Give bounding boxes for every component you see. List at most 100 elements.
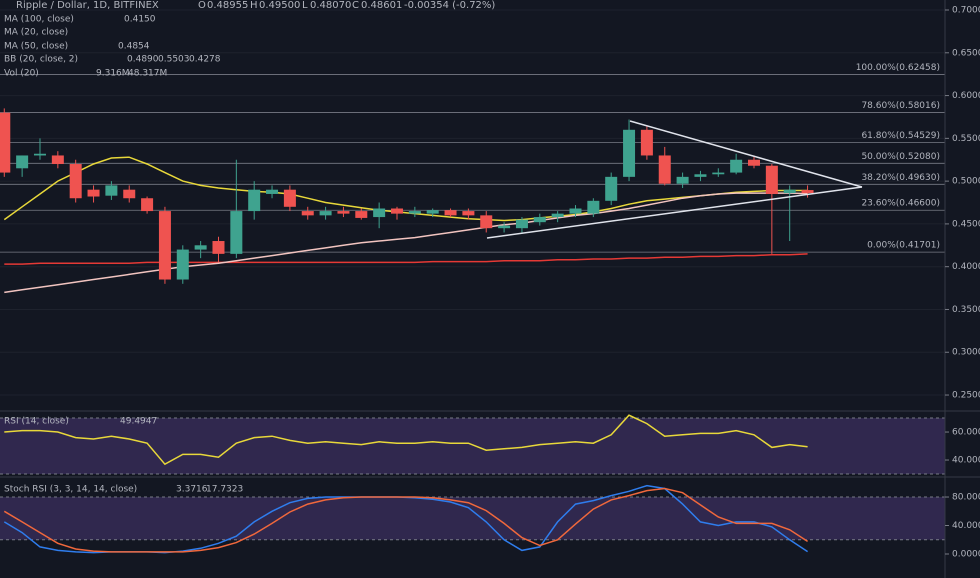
candle-body [480, 215, 493, 229]
candle-body [676, 176, 689, 184]
legend-value: 48.317M [128, 69, 167, 79]
marks [0, 108, 814, 554]
candle-body [712, 172, 725, 175]
y-tick-label: 40.0000 [952, 456, 980, 466]
labels: Ripple / Dollar, 1D, BITFINEX O 0.48955 … [4, 0, 980, 559]
y-tick-label: 0.55000 [952, 134, 980, 144]
y-tick-label: 60.0000 [952, 428, 980, 438]
fib-label: 38.20%(0.49630) [861, 173, 940, 183]
candle-body [498, 225, 511, 229]
fib-label: 23.60%(0.46600) [861, 199, 940, 209]
series-line [3, 156, 808, 222]
candle-body [658, 155, 671, 184]
legend-value: 0.4890 [127, 55, 159, 65]
candle-body [408, 211, 421, 214]
legend-name: MA (20, close) [4, 28, 68, 38]
y-tick-label: 0.50000 [952, 177, 980, 187]
y-tick-label: 0.65000 [952, 48, 980, 58]
candle-body [551, 213, 564, 218]
legend-value: 0.4150 [124, 15, 156, 25]
candle-body [355, 211, 368, 218]
candle-body [765, 165, 778, 194]
ohlc-key: L [302, 0, 308, 11]
candle-body [87, 189, 100, 197]
y-tick-label: 0.35000 [952, 305, 980, 315]
band [0, 418, 945, 475]
series-line [4, 414, 808, 466]
candle-body [373, 208, 386, 218]
candle-body [319, 211, 332, 216]
candle-body [51, 155, 64, 165]
candle-body [605, 176, 618, 201]
fib-label: 0.00%(0.41701) [867, 241, 940, 251]
fib-label: 61.80%(0.54529) [861, 131, 940, 141]
candle-body [69, 164, 82, 199]
band [0, 497, 945, 540]
candle-body [337, 211, 350, 214]
candle-body [283, 189, 296, 207]
candle-body [266, 189, 279, 194]
ohlc-value: 0.48601 [361, 0, 402, 11]
y-tick-label: 80.0000 [952, 493, 980, 503]
y-tick-label: 0.30000 [952, 348, 980, 358]
candle-body [426, 210, 439, 214]
y-tick-label: 0.45000 [952, 219, 980, 229]
candle-body [194, 245, 207, 250]
legend-value: 49.4947 [120, 417, 157, 427]
fib-label: 78.60%(0.58016) [861, 101, 940, 111]
candle-body [390, 208, 403, 214]
symbol: Ripple / Dollar, 1D, BITFINEX [16, 0, 159, 11]
legend-name: MA (100, close) [4, 15, 74, 25]
y-tick-label: 0.0000 [952, 549, 980, 559]
y-tick-label: 0.70000 [952, 6, 980, 16]
candle-body [694, 174, 707, 177]
candle-body [33, 153, 46, 156]
candle-body [105, 185, 118, 196]
candle-body [230, 211, 243, 254]
triangle-lower [486, 186, 863, 239]
candle-body [748, 159, 761, 166]
candle-body [444, 210, 457, 216]
y-tick-label: 0.25000 [952, 391, 980, 401]
candle-body [462, 211, 475, 216]
candle-body [16, 155, 29, 169]
candle-body [212, 241, 225, 254]
candle-body [176, 249, 189, 280]
legend-name: Vol (20) [4, 69, 39, 79]
candle-body [587, 200, 600, 214]
series-line [3, 487, 809, 553]
legend-value: 9.316M [96, 69, 130, 79]
candle-body [623, 129, 636, 177]
candle-body [158, 211, 171, 280]
candle-body [801, 190, 814, 194]
legend-value: 0.4278 [189, 55, 221, 65]
candle-body [533, 217, 546, 223]
triangle-upper [629, 120, 863, 188]
candle-body [301, 211, 314, 216]
candle-body [0, 112, 11, 173]
candle-body [640, 129, 653, 156]
legend-value: 0.5503 [158, 55, 190, 65]
ohlc-key: H [250, 0, 258, 11]
y-tick-label: 0.40000 [952, 262, 980, 272]
candle-body [783, 189, 796, 194]
fib-label: 100.00%(0.62458) [856, 63, 940, 73]
fib-label: 50.00%(0.52080) [861, 152, 940, 162]
ohlc-value: 0.48070 [310, 0, 351, 11]
ohlc-value: 0.49500 [259, 0, 300, 11]
series-line [4, 253, 808, 265]
y-tick-label: 0.60000 [952, 91, 980, 101]
grid [0, 9, 945, 541]
ohlc-value: 0.48955 [207, 0, 248, 11]
legend-value: 0.4854 [118, 42, 150, 52]
legend-value: 17.7323 [206, 485, 243, 495]
legend-value: 3.3716 [176, 485, 208, 495]
candle-body [248, 189, 261, 212]
change: -0.00354 (-0.72%) [404, 0, 495, 11]
candle-body [141, 198, 154, 212]
candle-body [569, 208, 582, 214]
candle-body [730, 159, 743, 173]
pane-title: Stoch RSI (3, 3, 14, 14, close) [4, 485, 137, 495]
